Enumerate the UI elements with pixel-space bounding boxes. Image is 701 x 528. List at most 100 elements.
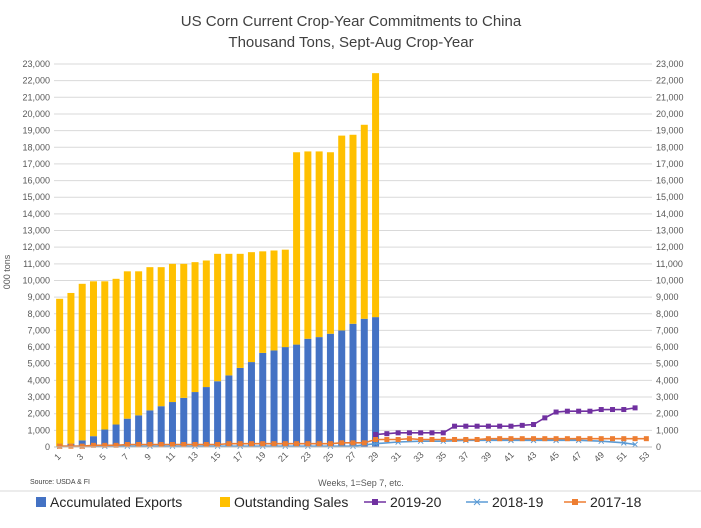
y-tick-label-left: 4,000	[27, 375, 50, 385]
series-2017-18-point	[452, 437, 458, 443]
outstanding-sales-bar	[214, 253, 222, 382]
y-tick-label-left: 5,000	[27, 359, 50, 369]
accumulated-exports-bar	[202, 387, 210, 447]
series-2017-18-point	[260, 441, 266, 447]
series-2019-20-point	[508, 423, 514, 429]
series-2017-18-point	[327, 441, 333, 447]
legend-marker	[473, 498, 481, 506]
series-2017-18-point	[373, 437, 379, 443]
series-2017-18-point	[124, 442, 130, 448]
x-tick-label: 15	[208, 450, 222, 464]
outstanding-sales-bar	[281, 249, 289, 348]
accumulated-exports-bar	[191, 392, 199, 447]
accumulated-exports-bar	[89, 436, 97, 447]
legend-item: 2017-18	[564, 494, 642, 510]
y-tick-label-right: 22,000	[656, 76, 684, 86]
bar-layer	[56, 73, 380, 447]
accumulated-exports-bar	[293, 344, 301, 447]
y-tick-label-left: 20,000	[22, 109, 50, 119]
series-2017-18-point	[440, 437, 446, 443]
series-2017-18-point	[136, 442, 142, 448]
series-2017-18-point	[57, 443, 63, 449]
y-tick-label-right: 4,000	[656, 375, 679, 385]
series-2017-18-point	[215, 442, 221, 448]
x-tick-label: 13	[186, 450, 200, 464]
y-tick-label-right: 21,000	[656, 92, 684, 102]
accumulated-exports-bar	[304, 338, 312, 447]
series-2017-18-point	[587, 436, 593, 442]
y-tick-label-left: 16,000	[22, 176, 50, 186]
outstanding-sales-bar	[89, 281, 97, 437]
series-2019-20-point	[474, 423, 480, 429]
series-2017-18-point	[531, 436, 537, 442]
y-tick-label-right: 12,000	[656, 242, 684, 252]
series-2017-18-point	[79, 443, 85, 449]
outstanding-sales-bar	[135, 271, 143, 416]
outstanding-sales-bar	[270, 250, 278, 351]
series-2019-20-point	[429, 430, 435, 436]
series-2017-18-point	[474, 437, 480, 443]
y-tick-label-left: 0	[45, 442, 50, 452]
outstanding-sales-bar	[78, 283, 86, 441]
series-2017-18-point	[68, 443, 74, 449]
legend-item: Accumulated Exports	[36, 494, 182, 510]
y-tick-label-left: 14,000	[22, 209, 50, 219]
series-2017-18-point	[361, 440, 367, 446]
x-tick-label: 1	[52, 452, 63, 463]
x-tick-label: 5	[97, 452, 108, 463]
series-2017-18-point	[316, 441, 322, 447]
series-2019-20-point	[621, 407, 627, 413]
x-tick-label: 47	[569, 450, 583, 464]
y-tick-label-right: 9,000	[656, 292, 679, 302]
series-2017-18-point	[282, 441, 288, 447]
series-2019-20-point	[610, 407, 616, 413]
x-axis-label: Weeks, 1=Sep 7, etc.	[318, 478, 404, 488]
y-tick-label-right: 5,000	[656, 359, 679, 369]
series-2018-19-point	[632, 441, 638, 448]
x-tick-label: 11	[164, 450, 178, 464]
y-tick-label-right: 18,000	[656, 142, 684, 152]
legend-item: Outstanding Sales	[220, 494, 348, 510]
series-2017-18-point	[519, 436, 525, 442]
legend-label: Accumulated Exports	[50, 494, 182, 510]
series-2017-18-point	[497, 436, 503, 442]
y-tick-label-left: 9,000	[27, 292, 50, 302]
series-2019-20-point	[553, 409, 559, 415]
series-2017-18-point	[90, 442, 96, 448]
accumulated-exports-bar	[157, 406, 165, 447]
series-2017-18-point	[203, 442, 209, 448]
accumulated-exports-bar	[281, 347, 289, 447]
x-tick-label: 7	[120, 452, 131, 463]
y-tick-label-left: 7,000	[27, 325, 50, 335]
x-tick-label: 9	[142, 452, 153, 463]
series-2017-18-point	[485, 436, 491, 442]
series-2019-20-point	[576, 408, 582, 414]
accumulated-exports-bar	[315, 337, 323, 447]
y-tick-label-left: 18,000	[22, 142, 50, 152]
series-2017-18-point	[598, 436, 604, 442]
outstanding-sales-bar	[56, 298, 64, 447]
x-tick-label: 29	[366, 450, 380, 464]
legend-item: 2019-20	[364, 494, 442, 510]
chart-subtitle: Thousand Tons, Sept-Aug Crop-Year	[228, 34, 473, 51]
accumulated-exports-bar	[236, 367, 244, 447]
series-2019-20-point	[406, 430, 412, 436]
accumulated-exports-bar	[349, 323, 357, 447]
y-tick-label-right: 20,000	[656, 109, 684, 119]
series-2017-18-point	[553, 436, 559, 442]
outstanding-sales-bar	[112, 278, 120, 425]
series-2017-18-point	[632, 436, 638, 442]
outstanding-sales-bar	[372, 73, 380, 318]
y-tick-label-left: 2,000	[27, 409, 50, 419]
x-tick-label: 53	[637, 450, 651, 464]
y-tick-label-right: 17,000	[656, 159, 684, 169]
outstanding-sales-bar	[338, 135, 346, 331]
series-2017-18-point	[248, 441, 254, 447]
outstanding-sales-bar	[349, 134, 357, 324]
series-2019-20-point	[395, 430, 401, 436]
y-tick-label-left: 3,000	[27, 392, 50, 402]
source-note: Source: USDA & FI	[30, 479, 90, 486]
chart-title: US Corn Current Crop-Year Commitments to…	[181, 13, 522, 30]
y-tick-label-right: 23,000	[656, 59, 684, 69]
x-tick-label: 37	[457, 450, 471, 464]
